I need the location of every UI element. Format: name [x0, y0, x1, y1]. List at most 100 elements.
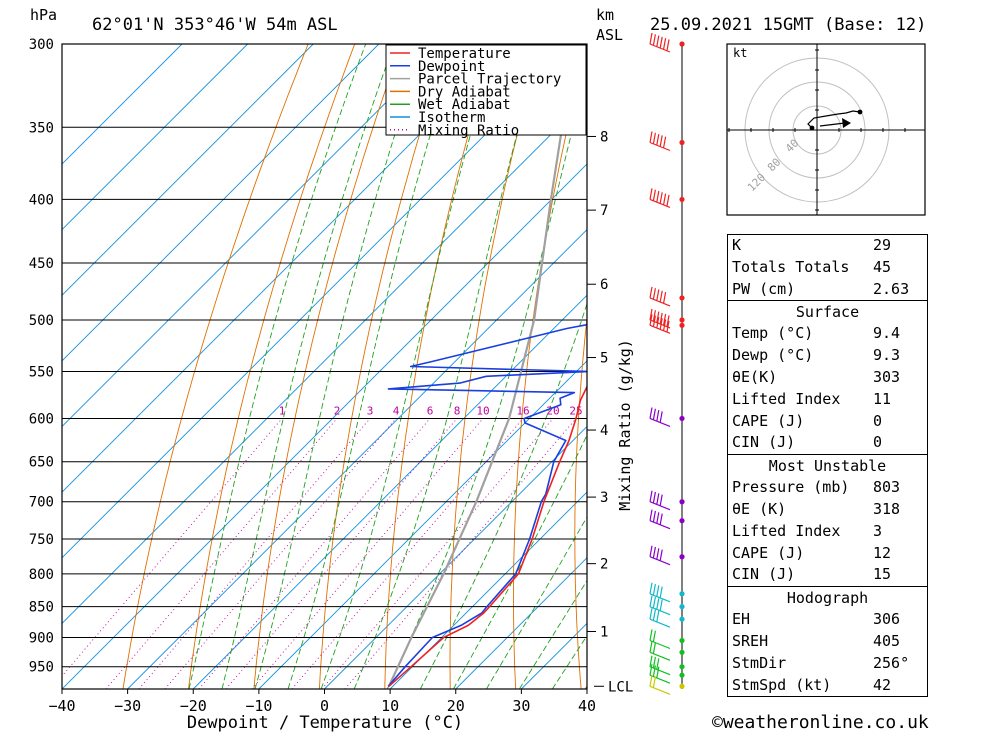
wind-barb-feather	[649, 582, 653, 594]
dewpoint-line	[387, 323, 587, 687]
wind-barb-feather	[652, 189, 656, 201]
x-axis-label: Dewpoint / Temperature (°C)	[187, 713, 463, 733]
pressure-isobars: 300 350 400 450 500 550 600 650 700 750 800 850 900 9…	[29, 37, 587, 676]
hpa-label: hPa	[30, 6, 57, 24]
wind-barb-feather	[656, 311, 660, 323]
pressure-tick-label: 800	[29, 567, 54, 583]
surface-indices: Temp (°C) 9.4 Dewp (°C) 9.3 θE(K) 303 Lifted I…	[728, 323, 927, 454]
wind-barb-feather	[649, 407, 653, 419]
mixing-ratio-line	[105, 418, 338, 689]
wind-barb-feather	[652, 315, 656, 327]
index-row: K 29	[728, 235, 927, 257]
wind-barb-feather	[649, 545, 653, 557]
index-row: Dewp (°C) 9.3	[728, 345, 927, 367]
wind-barb-staff	[649, 417, 671, 428]
wind-barb-feather	[656, 585, 660, 597]
index-row: Lifted Index 3	[728, 521, 927, 543]
temperature-tick-label: −20	[180, 697, 207, 715]
mixing-ratio-tick-label: 20	[546, 404, 559, 417]
isotherm-line	[62, 44, 248, 231]
wind-barb-feather	[656, 493, 660, 505]
wind-barb-feather	[652, 609, 656, 621]
index-label: Lifted Index	[732, 521, 841, 540]
mixing-ratio-tick-label: 2	[334, 404, 341, 417]
wet-adiabat-line	[320, 44, 498, 689]
wind-barb-staff	[649, 651, 671, 661]
km-tick-label: 8	[600, 129, 608, 145]
wind-barb-feather	[649, 32, 653, 45]
mixing-ratio-line	[225, 418, 458, 689]
mixing-ratio-line	[198, 418, 431, 689]
temperature-tick-label: 40	[578, 697, 596, 715]
isotherm-line	[127, 228, 587, 689]
wind-level-dot	[679, 616, 685, 622]
legend-label: Parcel Trajectory	[418, 72, 561, 88]
wind-level-dot	[679, 672, 685, 678]
wind-barb-feather	[652, 656, 656, 669]
wind-barb-staff	[649, 501, 671, 511]
wind-barb-staff	[649, 297, 671, 307]
wind-barb	[649, 308, 671, 329]
isotherm-line	[324, 425, 587, 689]
wind-barb-feather	[649, 314, 653, 326]
index-row: PW (cm) 2.63	[728, 279, 927, 301]
wind-level-dot	[679, 499, 685, 505]
km-tick-label: 4	[600, 423, 608, 439]
index-row: SREH 405	[728, 631, 927, 653]
wind-level-dot	[679, 41, 685, 47]
temperature-line	[388, 384, 587, 687]
wind-level-dot	[679, 664, 685, 670]
index-value: 318	[873, 499, 901, 518]
wind-barb-feather	[666, 320, 670, 332]
axes: −40 −30 −20 −10 0 10 20 30 40 8 7 6 5 4 3 2 1 LCL	[48, 129, 633, 715]
wind-barb	[649, 32, 671, 53]
wind-barb	[649, 664, 671, 684]
index-value: 256°	[873, 653, 910, 672]
isotherm-line	[62, 44, 314, 296]
wet-adiabat-line	[287, 44, 460, 689]
legend-label: Wet Adiabat	[418, 97, 511, 113]
wind-barb-staff	[649, 198, 671, 208]
storm-motion-arrowhead	[842, 118, 851, 128]
km-tick-label: 5	[600, 351, 608, 367]
isotherm-line	[258, 360, 587, 689]
index-value: 15	[873, 565, 892, 584]
index-label: CIN (J)	[732, 433, 796, 452]
pressure-tick-label: 700	[29, 495, 54, 511]
dry-adiabat-line	[318, 44, 449, 689]
wind-barb-feather	[649, 188, 653, 200]
wind-barb	[649, 490, 671, 511]
dry-adiabat-line	[384, 44, 495, 689]
wind-barb-staff	[649, 618, 671, 628]
wind-barb-feather	[663, 38, 667, 50]
wind-barb-feather	[666, 194, 670, 207]
index-value: 405	[873, 631, 901, 650]
wind-barb-feather	[659, 36, 663, 49]
background-grid: 1 2 3 4 6 8 10 16 20 25	[62, 44, 587, 689]
wind-barb-feather	[649, 655, 653, 667]
pressure-tick-label: 500	[29, 313, 54, 329]
index-value: 45	[873, 257, 892, 276]
index-value: 9.3	[873, 346, 901, 365]
wind-level-dot	[679, 649, 685, 655]
wind-barb-staff	[649, 639, 671, 650]
wind-barb-staff	[649, 520, 671, 530]
index-row: StmSpd (kt) 42	[728, 675, 927, 697]
mixing-ratio-line	[164, 418, 397, 689]
surface-header: Surface	[728, 300, 927, 323]
isotherm-line	[62, 163, 587, 689]
wind-barb-feather	[652, 583, 656, 596]
wind-barb-feather	[659, 318, 663, 330]
wind-barb-feather	[659, 513, 663, 525]
mixing-ratio-line	[251, 418, 484, 689]
temperature-tick-label: −40	[48, 697, 75, 715]
wind-barb-feather	[652, 288, 656, 300]
wind-barb-feather	[659, 411, 663, 423]
wind-barb-feather	[663, 136, 667, 148]
wind-barb-feather	[652, 630, 656, 642]
datetime-title: 25.09.2021 15GMT (Base: 12)	[650, 15, 926, 35]
pressure-tick-label: 750	[29, 532, 54, 548]
wind-barb	[649, 314, 671, 334]
